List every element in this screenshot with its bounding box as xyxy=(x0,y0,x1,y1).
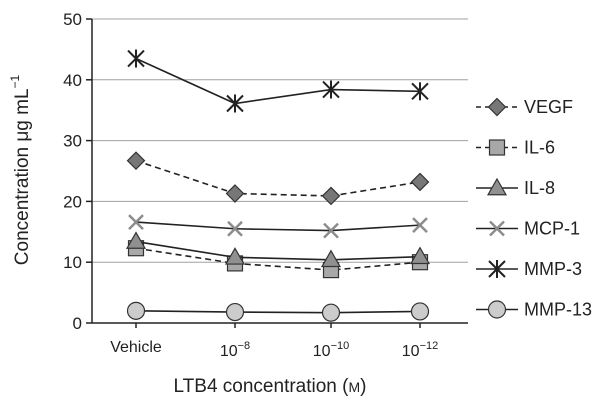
legend-item-mmp-3: MMP-3 xyxy=(476,259,582,279)
series-il-8 xyxy=(125,231,431,268)
series-line-il-6 xyxy=(135,247,421,271)
data-point-mcp-1 xyxy=(323,222,339,239)
series-group xyxy=(125,49,431,322)
x-tick-label-base: 10 xyxy=(220,343,238,360)
data-point-mmp-13 xyxy=(126,301,146,320)
x-tick-label: Vehicle xyxy=(110,339,162,356)
series-line-il-8 xyxy=(135,240,421,261)
x-tick-label: 10−8 xyxy=(220,340,250,360)
data-point-vegf xyxy=(410,172,430,192)
x-axis-title: LTB4 concentration (M) xyxy=(174,376,367,397)
x-axis-title-unit: M xyxy=(348,379,360,395)
legend: VEGF IL-6 IL-8 MCP-1 MMP-3 MMP-13 xyxy=(476,97,592,320)
gridlines xyxy=(92,18,468,263)
legend-label: MCP-1 xyxy=(524,219,580,239)
legend-item-mcp-1: MCP-1 xyxy=(476,219,580,239)
y-axis-title-exp: −1 xyxy=(8,74,22,88)
legend-marker xyxy=(487,300,507,319)
x-tick-label-base: 10 xyxy=(402,343,420,360)
y-tick-labels: 0 10 20 30 40 50 xyxy=(63,10,82,333)
legend-label: MMP-13 xyxy=(524,300,592,320)
x-tick-label-exp: −10 xyxy=(331,340,350,352)
x-axis-title-close: ) xyxy=(360,376,366,397)
series-line-mmp-3 xyxy=(135,57,421,105)
data-point-mcp-1 xyxy=(412,217,428,233)
legend-item-vegf: VEGF xyxy=(476,97,573,117)
series-vegf xyxy=(126,151,430,206)
data-point-vegf xyxy=(225,184,245,203)
y-tick-label: 50 xyxy=(63,10,82,29)
data-point-il-8 xyxy=(320,249,342,268)
series-line-vegf xyxy=(135,159,421,197)
data-point-il-8 xyxy=(125,231,147,249)
legend-item-il-6: IL-6 xyxy=(476,138,555,158)
data-point-mmp-3 xyxy=(226,94,244,113)
x-tick-label-exp: −8 xyxy=(238,340,251,352)
x-tick-label: 10−10 xyxy=(313,340,349,360)
data-point-il-8 xyxy=(224,247,246,265)
data-point-vegf xyxy=(321,186,341,206)
y-tick-label: 40 xyxy=(63,71,82,90)
axes xyxy=(86,18,468,328)
legend-marker xyxy=(488,260,506,278)
series-line-mcp-1 xyxy=(135,221,421,232)
data-point-mmp-13 xyxy=(321,303,341,322)
legend-item-mmp-13: MMP-13 xyxy=(476,300,592,320)
y-tick-label: 0 xyxy=(73,314,82,333)
data-point-vegf xyxy=(126,151,146,171)
x-tick-label-exp: −12 xyxy=(420,340,439,352)
data-point-il-8 xyxy=(409,246,431,265)
legend-marker xyxy=(489,220,505,237)
data-point-mcp-1 xyxy=(128,214,144,230)
data-point-mmp-13 xyxy=(225,302,245,322)
data-point-mcp-1 xyxy=(227,220,243,237)
series-mcp-1 xyxy=(128,214,428,239)
x-axis-title-text: LTB4 concentration ( xyxy=(174,376,350,397)
legend-marker xyxy=(486,177,508,196)
y-tick-label: 20 xyxy=(63,192,82,211)
series-mmp-13 xyxy=(126,301,430,322)
legend-marker xyxy=(487,97,507,117)
x-tick-label-base: 10 xyxy=(313,343,331,360)
x-tick-labels: Vehicle 10−8 10−10 10−12 xyxy=(110,339,438,360)
data-point-mmp-3 xyxy=(322,80,340,99)
x-tick-label-text: Vehicle xyxy=(110,339,162,356)
x-tick-label: 10−12 xyxy=(402,340,438,360)
y-tick-label: 30 xyxy=(63,132,82,151)
data-point-mmp-3 xyxy=(127,49,145,68)
y-tick-label: 10 xyxy=(63,253,82,272)
data-point-mmp-3 xyxy=(411,82,429,101)
data-point-mmp-13 xyxy=(410,302,430,321)
legend-label: MMP-3 xyxy=(524,259,582,279)
y-axis-title-text: Concentration μg mL xyxy=(12,88,33,265)
legend-item-il-8: IL-8 xyxy=(476,177,555,198)
legend-marker xyxy=(488,139,506,156)
y-axis-title: Concentration μg mL−1 xyxy=(8,74,33,265)
legend-label: IL-8 xyxy=(524,178,555,198)
legend-label: IL-6 xyxy=(524,138,555,158)
legend-label: VEGF xyxy=(524,97,573,117)
series-mmp-3 xyxy=(127,49,429,113)
series-line-mmp-13 xyxy=(135,310,421,314)
